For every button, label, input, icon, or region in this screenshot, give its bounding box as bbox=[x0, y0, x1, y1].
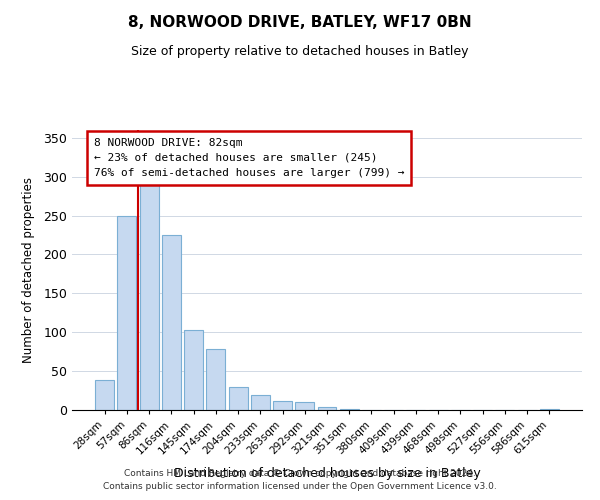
Y-axis label: Number of detached properties: Number of detached properties bbox=[22, 177, 35, 363]
Bar bbox=[273, 402, 292, 410]
Bar bbox=[140, 182, 158, 410]
Text: 8, NORWOOD DRIVE, BATLEY, WF17 0BN: 8, NORWOOD DRIVE, BATLEY, WF17 0BN bbox=[128, 15, 472, 30]
Text: Contains public sector information licensed under the Open Government Licence v3: Contains public sector information licen… bbox=[103, 482, 497, 491]
Text: 8 NORWOOD DRIVE: 82sqm
← 23% of detached houses are smaller (245)
76% of semi-de: 8 NORWOOD DRIVE: 82sqm ← 23% of detached… bbox=[94, 138, 404, 178]
Bar bbox=[295, 402, 314, 410]
Bar bbox=[184, 330, 203, 410]
Bar bbox=[317, 407, 337, 410]
Bar bbox=[540, 409, 559, 410]
Bar bbox=[118, 216, 136, 410]
Text: Contains HM Land Registry data © Crown copyright and database right 2024.: Contains HM Land Registry data © Crown c… bbox=[124, 468, 476, 477]
Bar bbox=[206, 350, 225, 410]
Bar bbox=[229, 388, 248, 410]
X-axis label: Distribution of detached houses by size in Batley: Distribution of detached houses by size … bbox=[173, 467, 481, 480]
Text: Size of property relative to detached houses in Batley: Size of property relative to detached ho… bbox=[131, 45, 469, 58]
Bar bbox=[95, 380, 114, 410]
Bar bbox=[251, 395, 270, 410]
Bar bbox=[162, 235, 181, 410]
Bar bbox=[340, 409, 359, 410]
